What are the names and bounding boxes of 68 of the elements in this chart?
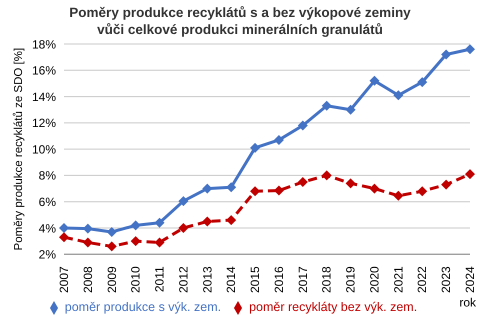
point: [346, 178, 356, 188]
point: [59, 232, 69, 242]
x-tick-label: 2018: [320, 266, 334, 293]
point: [250, 142, 260, 153]
point: [417, 77, 428, 88]
point: [346, 104, 356, 115]
x-tick-label: 2016: [272, 266, 286, 293]
point: [178, 196, 188, 206]
point: [322, 100, 332, 111]
point: [274, 134, 284, 145]
x-tick-label: 2008: [80, 266, 95, 293]
x-tick-label: 2010: [128, 266, 143, 293]
point: [226, 182, 236, 192]
point: [178, 223, 188, 234]
y-tick-label: 10%: [32, 142, 56, 156]
x-axis-title: rok: [459, 295, 477, 310]
point: [298, 120, 308, 130]
x-tick-label: 2024: [463, 266, 477, 293]
point: [202, 184, 212, 194]
point: [393, 90, 404, 100]
point: [106, 226, 117, 237]
point: [441, 50, 452, 60]
x-tick-label: 2007: [57, 266, 71, 293]
point: [250, 186, 260, 196]
legend-label: poměr recykláty bez výk. zem.: [249, 300, 418, 314]
point: [82, 224, 93, 234]
point: [202, 216, 212, 226]
x-tick-label: 2012: [176, 266, 190, 293]
y-tick-label: 4%: [38, 221, 56, 236]
chart-title: Poměry produkce recyklátů s a bez výkopové zeminy vůči celkové produkci minerálních granulátů: [68, 4, 412, 37]
y-tick-label: 18%: [32, 37, 56, 52]
y-tick-label: 12%: [32, 116, 56, 130]
legend-label: poměr produkce s výk. zem.: [64, 300, 222, 314]
y-tick-label: 14%: [32, 90, 56, 104]
x-tick-label: 2013: [200, 266, 214, 293]
point: [154, 218, 165, 228]
x-tick-label: 2017: [296, 266, 310, 293]
y-tick-label: 8%: [38, 168, 56, 183]
point: [417, 186, 428, 196]
point: [393, 190, 404, 201]
x-tick-label: 2014: [224, 266, 238, 293]
point: [130, 220, 141, 230]
point: [106, 241, 117, 252]
point: [322, 170, 332, 180]
x-tick-label: 2022: [415, 266, 430, 293]
x-tick-label: 2009: [104, 266, 119, 293]
x-tick-label: 2019: [344, 266, 358, 293]
point: [465, 44, 475, 54]
x-tick-label: 2021: [391, 266, 406, 293]
y-tick-label: 2%: [38, 248, 56, 262]
point: [369, 76, 380, 86]
point: [465, 169, 475, 180]
point: [59, 223, 69, 234]
point: [369, 184, 380, 194]
x-tick-label: 2015: [248, 266, 262, 293]
x-tick-label: 2011: [152, 266, 167, 292]
x-tick-label: 2020: [367, 266, 382, 293]
point: [298, 177, 308, 188]
y-tick-label: 6%: [38, 194, 56, 209]
point: [274, 186, 284, 196]
y-axis-title: Poměry produkce recyklátů ze SDO [%]: [12, 48, 26, 250]
point: [441, 180, 452, 190]
point: [82, 237, 93, 248]
y-tick-label: 16%: [32, 64, 56, 78]
point: [226, 215, 236, 226]
x-tick-label: 2023: [439, 266, 454, 293]
point: [154, 237, 165, 248]
point: [130, 236, 141, 246]
